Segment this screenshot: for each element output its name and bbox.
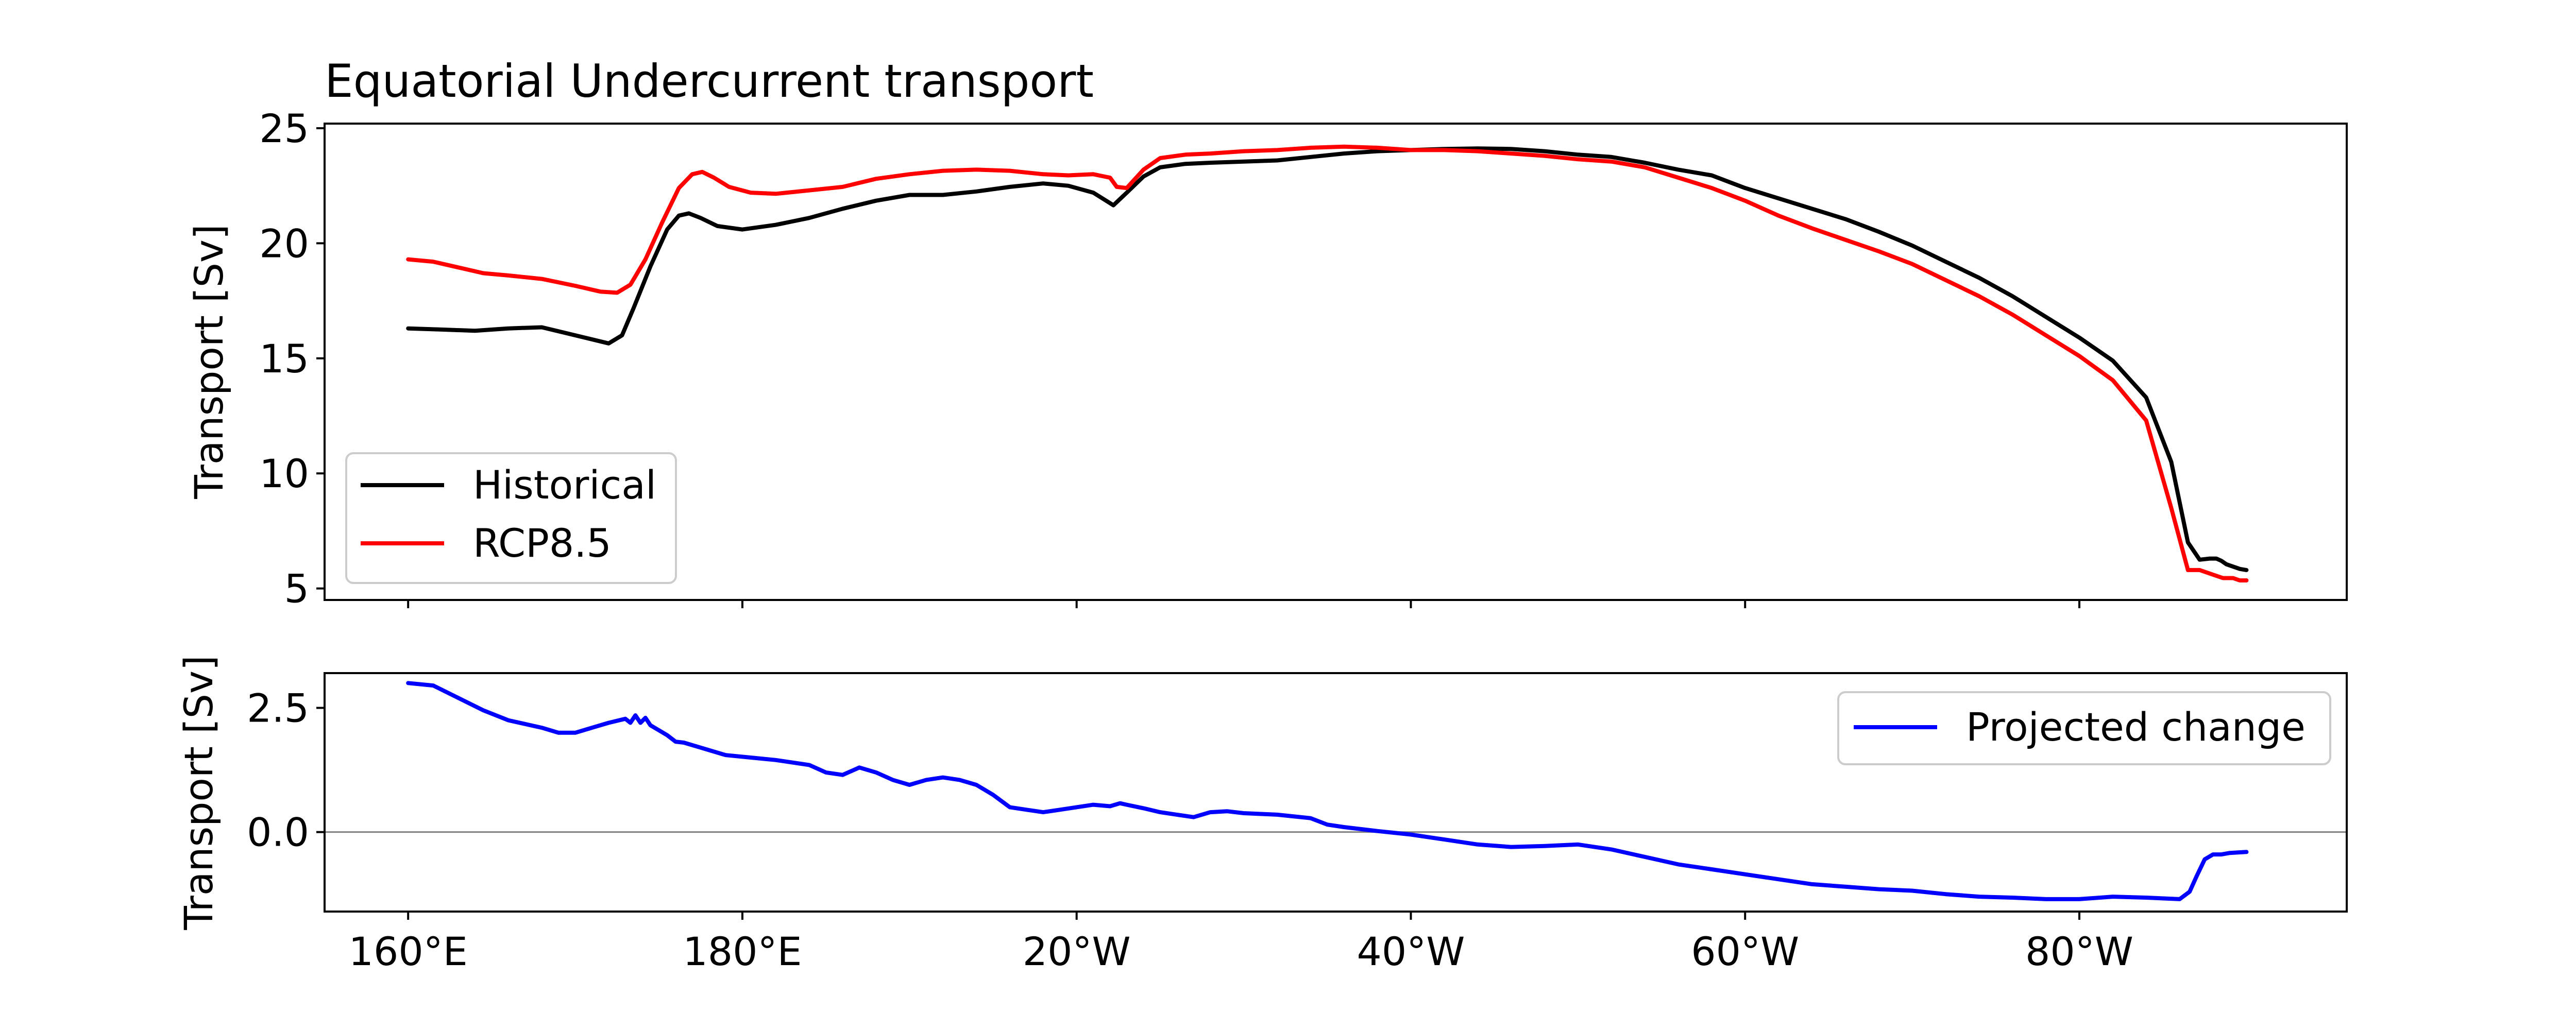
bottom-plot-area (325, 681, 2347, 901)
top-plot-area (406, 144, 2249, 582)
legend-label-projected-change: Projected change (1966, 704, 2306, 750)
bottom-y-axis-label: Transport [Sv] (176, 655, 222, 930)
top-x-ticks (407, 600, 2080, 608)
top-y-ticks: 5 10 15 20 25 (259, 106, 325, 612)
legend-label-rcp85: RCP8.5 (473, 520, 612, 566)
top-y-tick-label: 10 (259, 451, 309, 496)
series-line-projected-change (406, 681, 2249, 901)
top-y-axis-label: Transport [Sv] (186, 224, 232, 499)
bottom-x-tick-label: 20°W (1023, 929, 1131, 974)
bottom-x-tick-label: 60°W (1691, 929, 1799, 974)
series-line-historical (406, 146, 2249, 572)
top-plot-frame (324, 123, 2348, 601)
bottom-x-tick-label: 160°E (349, 929, 468, 974)
series-line-rcp8-5 (406, 144, 2249, 582)
top-panel: Equatorial Undercurrent transport 5 10 15 2… (186, 55, 2348, 612)
top-y-tick-label: 25 (259, 106, 309, 151)
top-legend: Historical RCP8.5 (345, 452, 677, 584)
bottom-y-tick-label: 0.0 (247, 810, 309, 855)
bottom-x-tick-label: 180°E (683, 929, 802, 974)
bottom-y-tick-label: 2.5 (247, 685, 309, 731)
top-y-tick-label: 5 (284, 566, 309, 612)
top-y-tick-label: 15 (259, 336, 309, 382)
top-chart-title: Equatorial Undercurrent transport (325, 55, 1094, 108)
bottom-plot-frame (324, 672, 2348, 913)
bottom-x-tick-label: 80°W (2025, 929, 2133, 974)
bottom-x-tick-label: 40°W (1357, 929, 1465, 974)
bottom-legend-box (1837, 691, 2331, 765)
legend-label-historical: Historical (473, 462, 656, 508)
bottom-panel: 0.0 2.5 160°E 180°E 20°W 40°W 60°W 80°W Transp… (176, 655, 2348, 974)
bottom-y-ticks: 0.0 2.5 (247, 685, 325, 855)
bottom-x-ticks: 160°E 180°E 20°W 40°W 60°W 80°W (349, 912, 2133, 974)
top-y-tick-label: 20 (259, 220, 309, 266)
bottom-legend: Projected change (1837, 691, 2331, 765)
